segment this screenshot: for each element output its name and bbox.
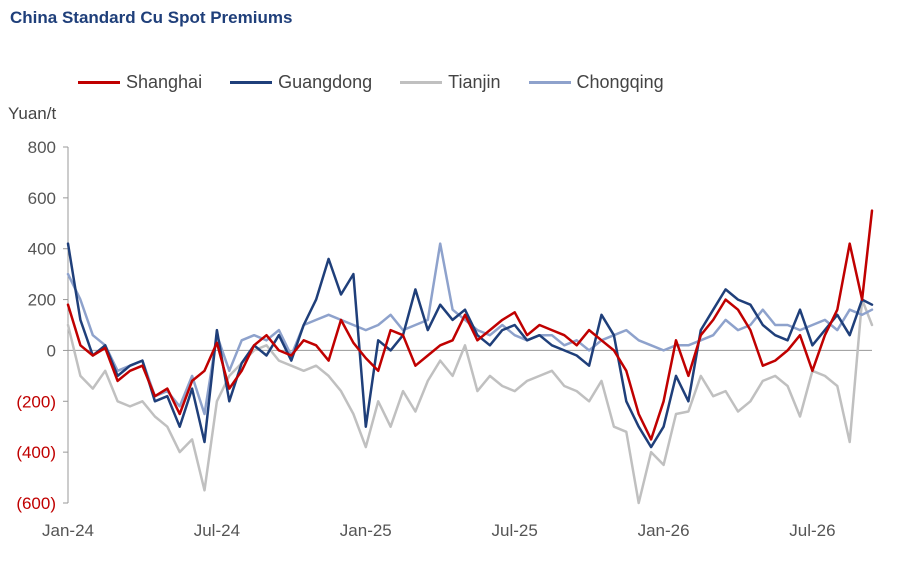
legend-item-chongqing: Chongqing [528, 72, 664, 93]
legend-swatch-chongqing [528, 81, 571, 84]
chart-title: China Standard Cu Spot Premiums [10, 8, 293, 27]
y-tick-label: (200) [16, 392, 56, 411]
y-tick-label: 0 [47, 341, 56, 360]
legend-swatch-guangdong [230, 81, 273, 84]
y-tick-label: (400) [16, 443, 56, 462]
x-tick-label: Jul-25 [492, 521, 538, 540]
legend-label-shanghai: Shanghai [126, 72, 203, 92]
x-tick-label: Jul-26 [789, 521, 835, 540]
legend-label-guangdong: Guangdong [278, 72, 373, 92]
series-line-tianjin [66, 298, 874, 505]
y-tick-label: 200 [28, 291, 56, 310]
legend: Shanghai Guangdong Tianjin Chongqing [78, 72, 692, 93]
x-tick-label: Jul-24 [194, 521, 240, 540]
x-tick-label: Jan-26 [638, 521, 690, 540]
legend-swatch-tianjin [400, 81, 443, 84]
y-tick-label: 400 [28, 240, 56, 259]
y-tick-label: 800 [28, 138, 56, 157]
legend-label-tianjin: Tianjin [448, 72, 501, 92]
legend-swatch-shanghai [78, 81, 120, 84]
legend-item-tianjin: Tianjin [400, 72, 501, 93]
series-line-shanghai [66, 209, 874, 441]
x-tick-label: Jan-25 [340, 521, 392, 540]
y-tick-label: (600) [16, 494, 56, 513]
legend-item-shanghai: Shanghai [78, 72, 202, 93]
y-axis-unit-label: Yuan/t [8, 104, 57, 123]
series-line-guangdong [66, 242, 874, 449]
legend-label-chongqing: Chongqing [576, 72, 664, 92]
y-tick-label: 600 [28, 189, 56, 208]
x-tick-label: Jan-24 [42, 521, 94, 540]
legend-item-guangdong: Guangdong [230, 72, 372, 93]
